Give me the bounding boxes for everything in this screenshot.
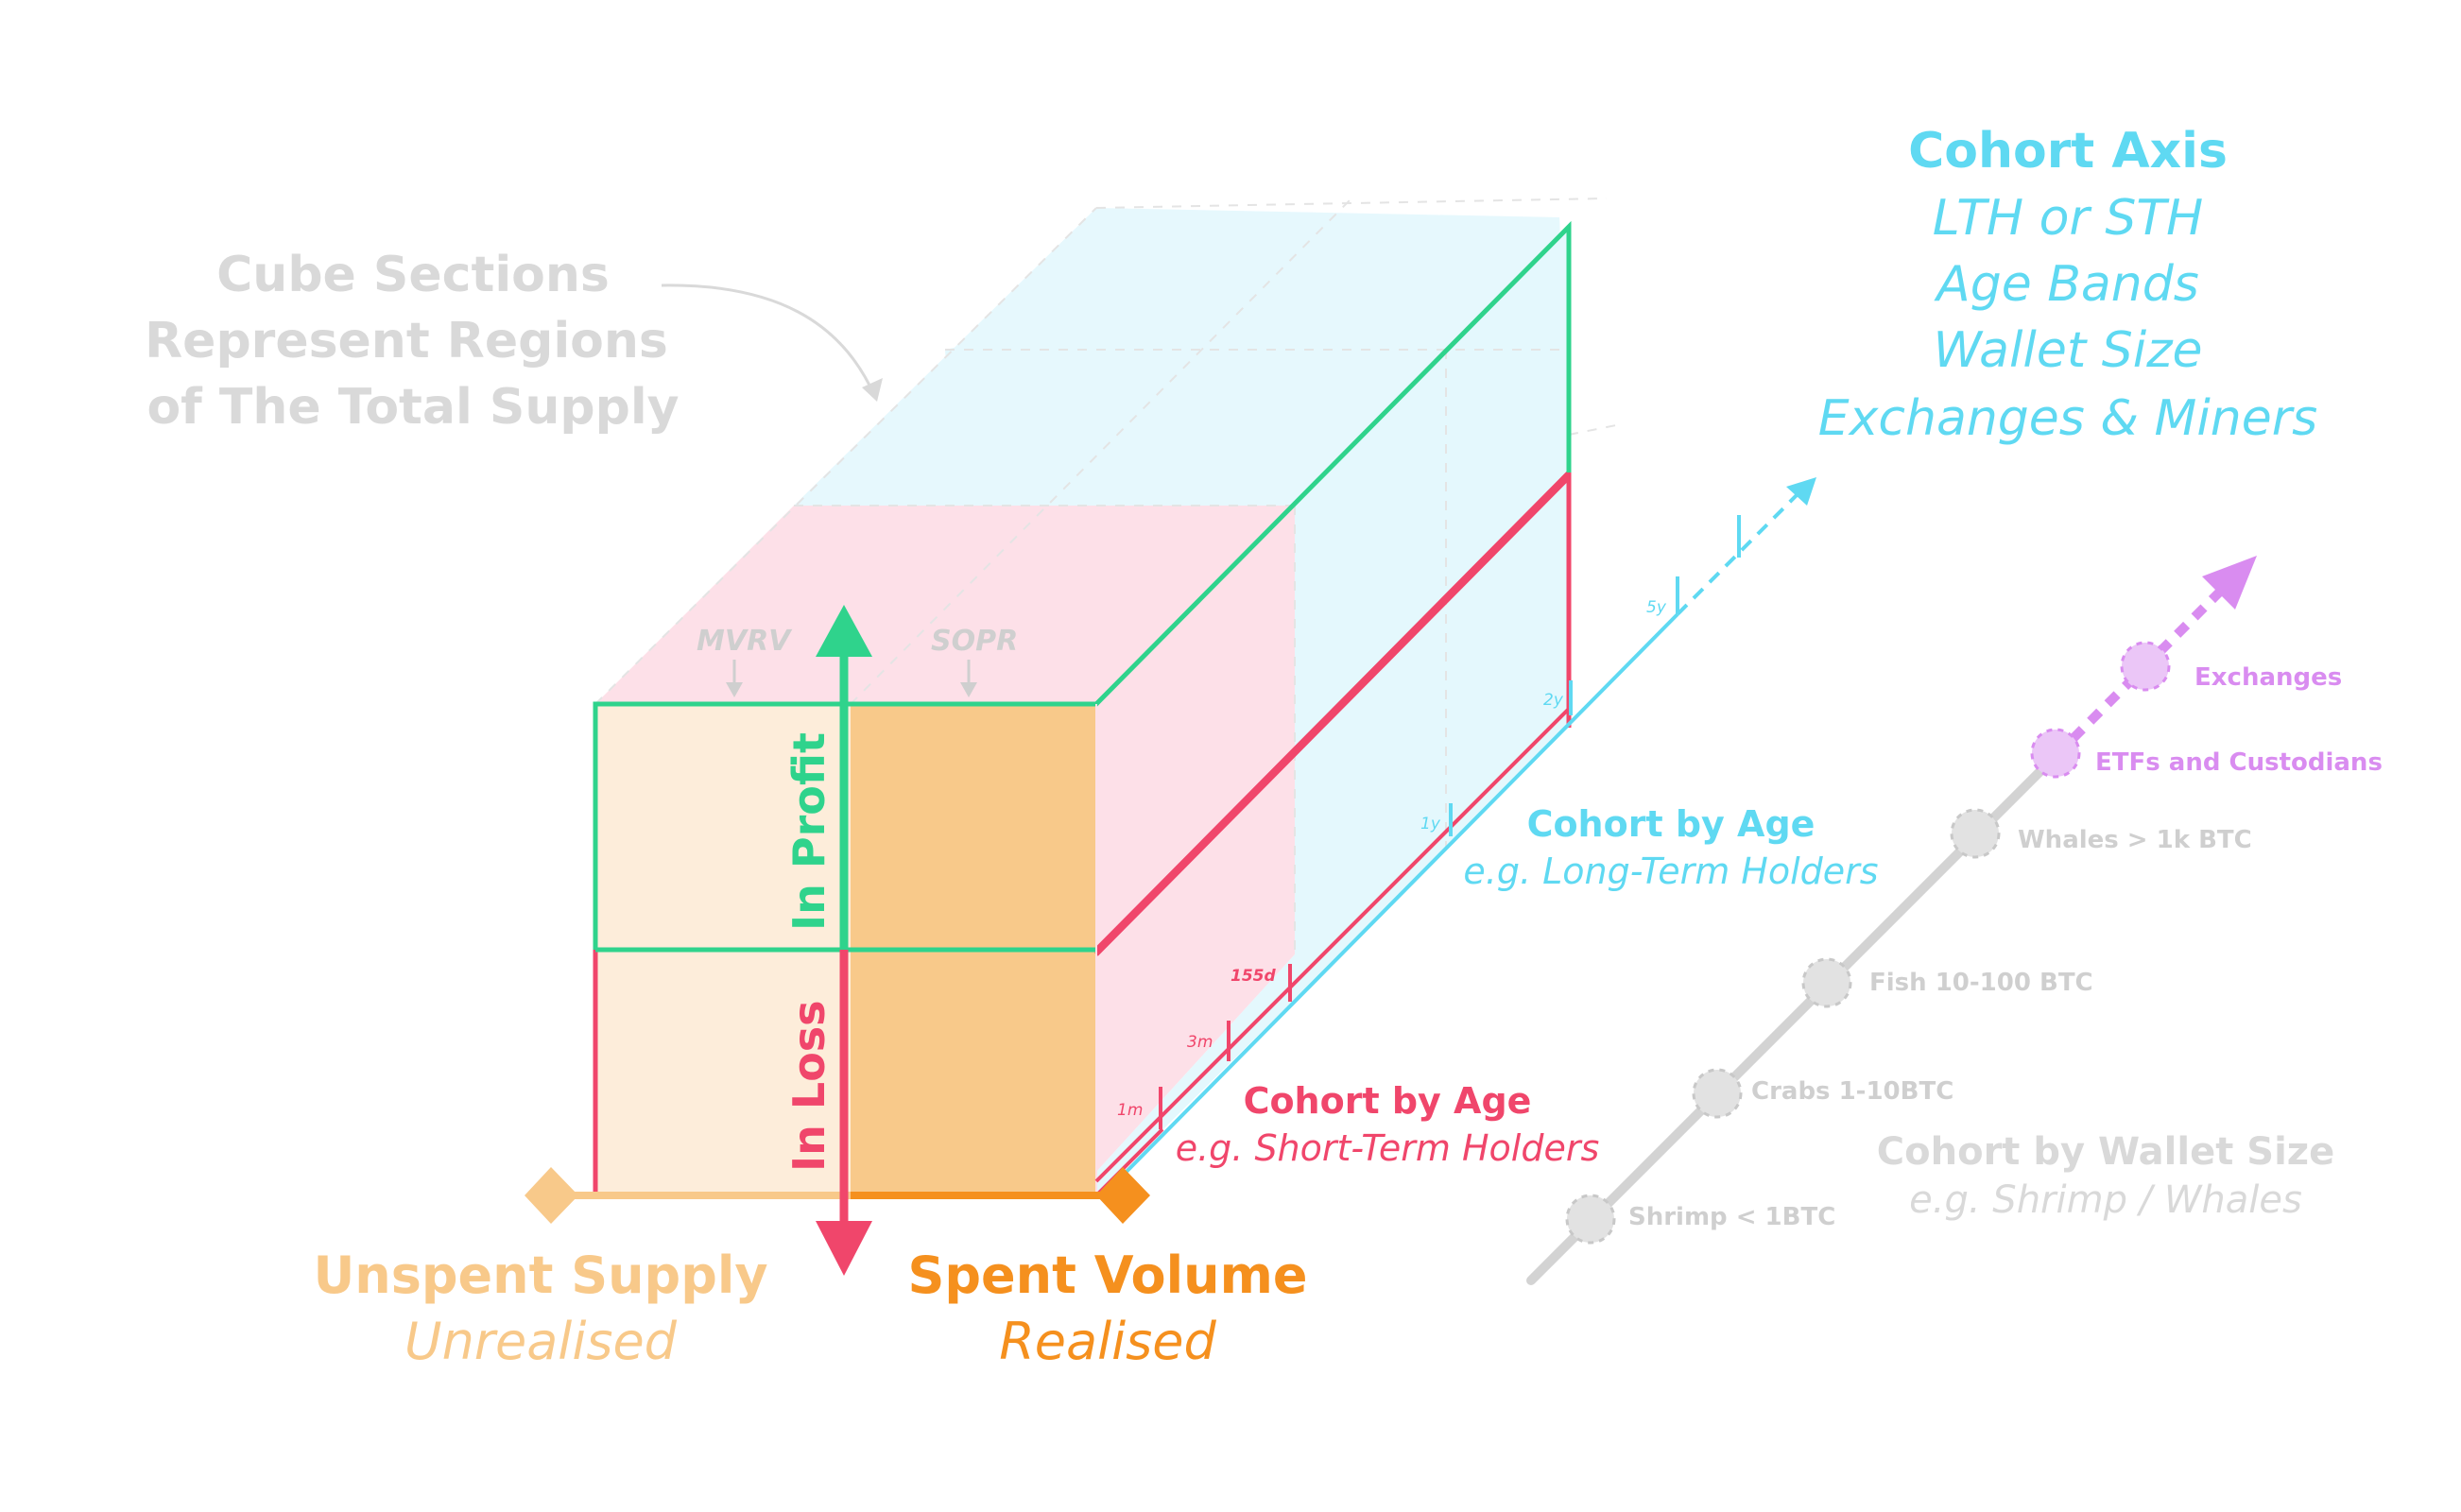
cohort-axis-item-3: Wallet Size: [1934, 322, 2203, 379]
spent-sub: Realised: [999, 1312, 1216, 1371]
node-fish: [1801, 957, 1852, 1008]
tick-label-155d: 155d: [1230, 967, 1276, 986]
wallet-shrimp-label: Shrimp < 1BTC: [1628, 1203, 1835, 1231]
tick-label-3m: 3m: [1187, 1033, 1213, 1052]
loss-arrowhead: [816, 1221, 872, 1276]
tick-label-5y: 5y: [1646, 598, 1667, 617]
cohort-axis-title: Cohort Axis: [1908, 123, 2228, 180]
cube-sections-line2: Represent Regions: [145, 313, 668, 369]
node-shrimp: [1565, 1194, 1616, 1245]
wallet-fish-label: Fish 10-100 BTC: [1869, 969, 2093, 997]
sopr-label: SOPR: [931, 625, 1018, 658]
cohort-age-long-title: Cohort by Age: [1527, 803, 1816, 845]
cohort-age-short-title: Cohort by Age: [1244, 1080, 1532, 1122]
cube-sections-note: Cube Sections Represent Regions of The T…: [145, 247, 679, 436]
cube-front-face: [593, 220, 1572, 1195]
cohort-wallet-sub: e.g. Shrimp / Whales: [1909, 1178, 2302, 1222]
unspent-labels: Unspent Supply Unrealised: [313, 1246, 767, 1371]
wallet-whales-label: Whales > 1k BTC: [2018, 826, 2252, 854]
supply-axis: [525, 1167, 1150, 1224]
cohort-age-long-sub: e.g. Long-Term Holders: [1463, 850, 1878, 892]
wallet-exchanges-label: Exchanges: [2194, 663, 2342, 692]
wallet-crabs-label: Crabs 1-10BTC: [1751, 1077, 1953, 1106]
spent-diamond: [1096, 1167, 1150, 1224]
tick-label-1m: 1m: [1117, 1101, 1143, 1120]
node-whales: [1950, 808, 2001, 859]
tick-label-1y: 1y: [1420, 815, 1441, 833]
cohort-axis-item-2: Age Bands: [1934, 256, 2199, 313]
unspent-title: Unspent Supply: [313, 1246, 767, 1305]
wallet-size-axis: Shrimp < 1BTC Crabs 1-10BTC Fish 10-100 …: [1526, 556, 2383, 1285]
wallet-etfs-label: ETFs and Custodians: [2095, 748, 2383, 777]
spent-labels: Spent Volume Realised: [907, 1246, 1307, 1371]
cohort-age-short-sub: e.g. Short-Term Holders: [1176, 1127, 1600, 1169]
cohort-axis-block: Cohort Axis LTH or STH Age Bands Wallet …: [1818, 123, 2317, 447]
cohort-age-short: Cohort by Age e.g. Short-Term Holders: [1176, 1080, 1600, 1169]
spent-title: Spent Volume: [907, 1246, 1307, 1305]
tick-label-2y: 2y: [1543, 691, 1564, 710]
cohort-axis-item-4: Exchanges & Miners: [1818, 390, 2317, 447]
node-etfs: [2030, 728, 2081, 779]
cube-sections-pointer-arrow: [661, 284, 876, 396]
age-axis-arrowhead: [1786, 477, 1816, 506]
in-profit-label: In Profit: [783, 732, 835, 931]
in-loss-label: In Loss: [783, 1000, 835, 1172]
profit-arrowhead: [816, 605, 872, 657]
node-exchanges: [2120, 641, 2171, 692]
cohort-age-long: Cohort by Age e.g. Long-Term Holders: [1463, 803, 1878, 892]
cohort-axis-item-1: LTH or STH: [1933, 190, 2203, 247]
profit-loss-axis: In Profit In Loss: [783, 605, 872, 1276]
cohort-wallet-title: Cohort by Wallet Size: [1877, 1130, 2334, 1174]
age-axis: 1m 3m 155d 1y 2y 5y: [1094, 477, 1816, 1197]
wallet-axis-arrowhead: [2202, 556, 2257, 610]
metric-labels: MVRV SOPR: [697, 625, 1018, 697]
unspent-diamond: [525, 1167, 578, 1224]
unspent-sub: Unrealised: [404, 1312, 678, 1371]
cube-sections-line3: of The Total Supply: [146, 379, 679, 436]
mvrv-label: MVRV: [697, 625, 793, 658]
cube-sections-line1: Cube Sections: [216, 247, 610, 303]
node-crabs: [1692, 1068, 1743, 1119]
